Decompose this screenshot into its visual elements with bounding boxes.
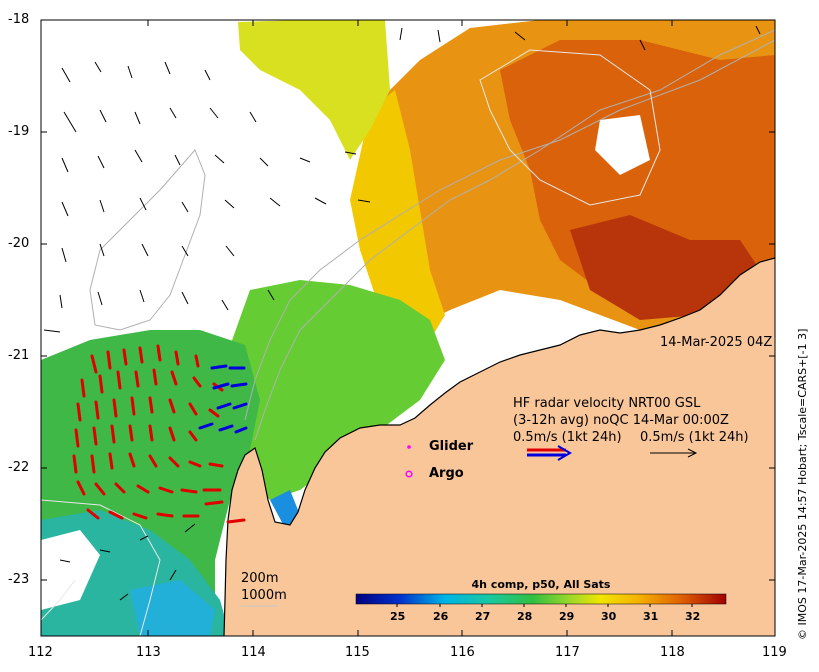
x-tick-114: 114 bbox=[241, 645, 266, 660]
sst-white-gap-west bbox=[41, 530, 100, 610]
x-tick-112: 112 bbox=[28, 645, 53, 660]
sst-light-yellow bbox=[238, 20, 390, 160]
plot-frame bbox=[40, 19, 776, 637]
colorbar-ticks bbox=[396, 604, 693, 607]
x-tick-119: 119 bbox=[762, 645, 787, 660]
credit-text: © IMOS 17-Mar-2025 14:57 Hobart; Tscale=… bbox=[796, 328, 809, 640]
colorbar-tick-27: 27 bbox=[475, 610, 491, 623]
colorbar bbox=[355, 593, 727, 605]
southwest-contour bbox=[41, 499, 161, 636]
sst-white-gap-north bbox=[595, 115, 650, 175]
sst-yellow-band bbox=[350, 90, 445, 345]
x-tick-113: 113 bbox=[136, 645, 161, 660]
hf-radar-blue-vectors bbox=[198, 364, 248, 434]
hf-radar-red-vectors bbox=[72, 344, 246, 524]
isobath-200m-label: 200m bbox=[241, 571, 279, 586]
scale-arrow-model bbox=[650, 448, 698, 458]
current-vectors bbox=[43, 25, 761, 601]
hf-radar-title: HF radar velocity NRT00 GSL bbox=[513, 396, 701, 411]
isobath-1000m-label: 1000m bbox=[241, 588, 287, 603]
colorbar-title: 4h comp, p50, All Sats bbox=[471, 578, 611, 591]
scale-arrow-radar bbox=[527, 445, 572, 461]
x-tick-117: 117 bbox=[555, 645, 580, 660]
y-tick--19: -19 bbox=[8, 124, 30, 139]
y-tick--21: -21 bbox=[8, 348, 30, 363]
isobath-200m bbox=[254, 29, 775, 441]
legend-argo: Argo bbox=[429, 466, 464, 481]
colorbar-tick-32: 32 bbox=[685, 610, 701, 623]
southwest-contour-2 bbox=[41, 579, 76, 621]
hf-radar-scale-right: 0.5m/s (1kt 24h) bbox=[640, 430, 749, 445]
hf-radar-subtitle: (3-12h avg) noQC 14-Mar 00:00Z bbox=[513, 413, 729, 428]
glider-marker bbox=[407, 445, 411, 449]
hf-radar-scale-left: 0.5m/s (1kt 24h) bbox=[513, 430, 622, 445]
argo-marker bbox=[405, 470, 413, 478]
timestamp-label: 14-Mar-2025 04Z bbox=[660, 335, 773, 350]
colorbar-tick-30: 30 bbox=[601, 610, 617, 623]
coastline bbox=[223, 257, 775, 636]
x-tick-118: 118 bbox=[660, 645, 685, 660]
x-tick-115: 115 bbox=[345, 645, 370, 660]
sst-green-coastal bbox=[220, 280, 445, 500]
x-tick-116: 116 bbox=[450, 645, 475, 660]
sst-blue-nearshore bbox=[270, 490, 300, 528]
colorbar-tick-28: 28 bbox=[517, 610, 533, 623]
land-mass bbox=[224, 258, 775, 636]
scott-plateau-contour bbox=[89, 149, 206, 331]
axis-ticks bbox=[40, 20, 776, 636]
y-tick--23: -23 bbox=[8, 572, 30, 587]
colorbar-tick-26: 26 bbox=[433, 610, 449, 623]
sst-red-patch bbox=[570, 215, 760, 320]
y-tick--18: -18 bbox=[8, 12, 30, 27]
colorbar-tick-29: 29 bbox=[559, 610, 575, 623]
y-tick--20: -20 bbox=[8, 236, 30, 251]
y-tick--22: -22 bbox=[8, 460, 30, 475]
colorbar-tick-31: 31 bbox=[643, 610, 659, 623]
colorbar-tick-25: 25 bbox=[390, 610, 406, 623]
legend-glider: Glider bbox=[429, 439, 474, 454]
offshore-contour-ring bbox=[479, 49, 661, 206]
isobath-1000m bbox=[244, 39, 775, 421]
